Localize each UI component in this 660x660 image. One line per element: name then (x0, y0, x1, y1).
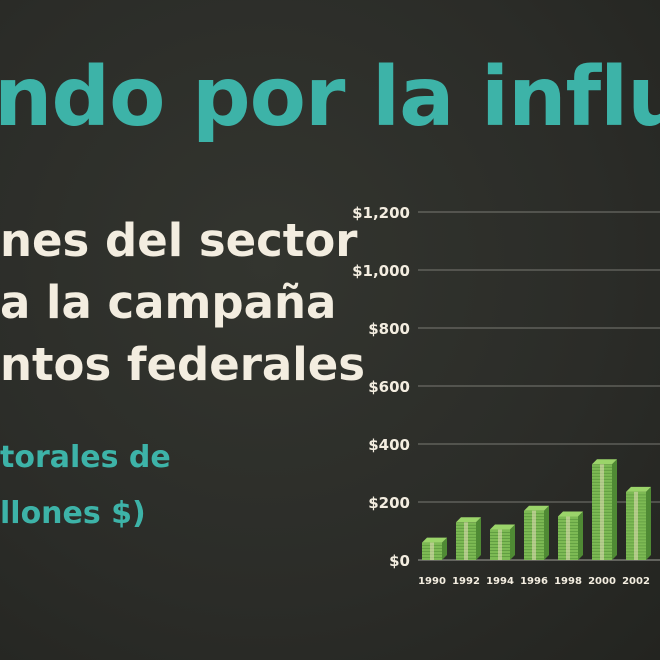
bars (422, 459, 651, 560)
bar (456, 517, 481, 560)
headline: ndo por la influ (0, 50, 660, 145)
y-tick-label: $600 (368, 378, 410, 396)
units-line-2: llones $) (0, 496, 146, 531)
x-tick-label: 1992 (452, 576, 480, 587)
y-tick-label: $800 (368, 320, 410, 338)
subtitle-line-2: a la campaña (0, 276, 337, 329)
x-tick-label: 2002 (622, 576, 650, 587)
x-axis-ticks: 19901992199419961998200020022 (418, 576, 650, 587)
bar-top (626, 486, 651, 492)
bar (592, 459, 617, 560)
bar-top (524, 505, 549, 511)
bar (626, 486, 651, 560)
bar-band (464, 522, 468, 560)
bar-band (498, 529, 502, 560)
bar-top (422, 537, 447, 543)
subtitle: nes del sector a la campaña ntos federal… (0, 210, 365, 396)
bar (490, 524, 515, 560)
bar-side (646, 486, 651, 560)
subtitle-line-3: ntos federales (0, 338, 366, 391)
y-tick-label: $400 (368, 436, 410, 454)
units-line-1: torales de (0, 440, 171, 475)
bar-side (612, 459, 617, 560)
bar-band (634, 491, 638, 560)
bar-band (430, 542, 434, 560)
bar-top (490, 524, 515, 530)
bar (558, 511, 583, 560)
bar-band (532, 510, 536, 560)
bar-side (510, 524, 515, 560)
y-tick-label: $0 (389, 552, 410, 570)
y-tick-label: $1,000 (352, 262, 410, 280)
x-tick-label: 1990 (418, 576, 446, 587)
bar-top (592, 459, 617, 465)
y-axis-ticks: $0 $200 $400 $600 $800 $1,000 $1,200 (352, 204, 410, 570)
bar-side (578, 511, 583, 560)
bar (422, 537, 447, 560)
x-tick-label: 1996 (520, 576, 548, 587)
bar-side (544, 505, 549, 560)
x-tick-label: 1998 (554, 576, 582, 587)
bar-top (558, 511, 583, 517)
bar-top (456, 517, 481, 523)
x-tick-label: 1994 (486, 576, 514, 587)
x-tick-label: 2000 (588, 576, 616, 587)
bar-band (566, 516, 570, 560)
subtitle-line-1: nes del sector (0, 214, 358, 267)
y-tick-label: $1,200 (352, 204, 410, 222)
bar (524, 505, 549, 560)
bar-side (476, 517, 481, 560)
units-note: torales de llones $) (0, 430, 171, 542)
bar-band (600, 464, 604, 560)
y-tick-label: $200 (368, 494, 410, 512)
bar-side (442, 537, 447, 560)
